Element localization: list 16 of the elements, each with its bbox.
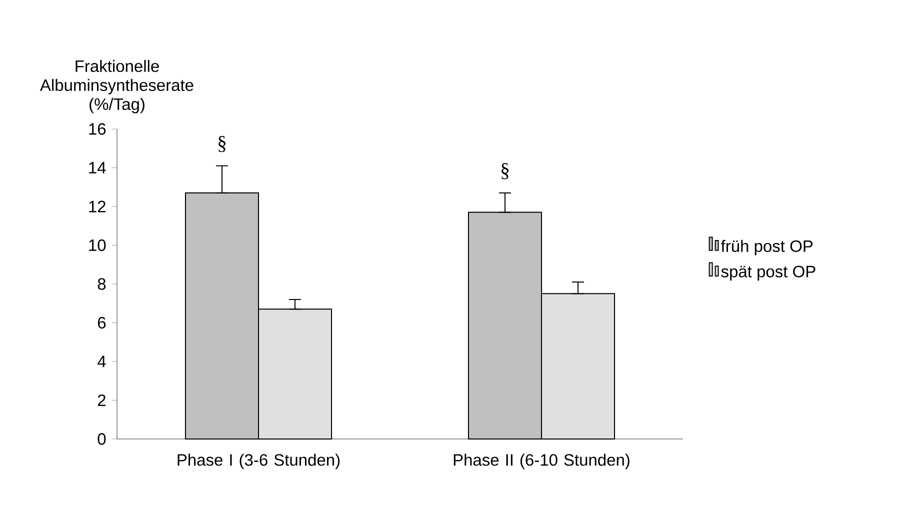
y-tick-label: 10: [89, 239, 106, 252]
legend-label: spät post OP: [721, 266, 816, 281]
y-tick-label: 6: [98, 316, 106, 329]
annotation: §: [502, 163, 509, 180]
y-axis-title: Fraktionelle Albuminsyntheserate (%/Tag): [40, 60, 194, 114]
y-tick-label: 14: [89, 162, 106, 174]
y-tick-label: 2: [98, 394, 106, 406]
x-tick-label: Phase II (6-10 Stunden): [454, 454, 630, 470]
y-tick-label: 12: [89, 200, 106, 212]
annotation: §: [218, 136, 226, 152]
y-tick-label: 4: [98, 356, 106, 368]
x-tick-label: Phase I (3-6 Stunden): [178, 454, 340, 470]
y-tick-label: 16: [89, 123, 106, 135]
legend-label: früh post OP: [721, 240, 813, 256]
y-tick-label: 0: [98, 433, 106, 445]
y-tick-label: 8: [98, 278, 106, 290]
